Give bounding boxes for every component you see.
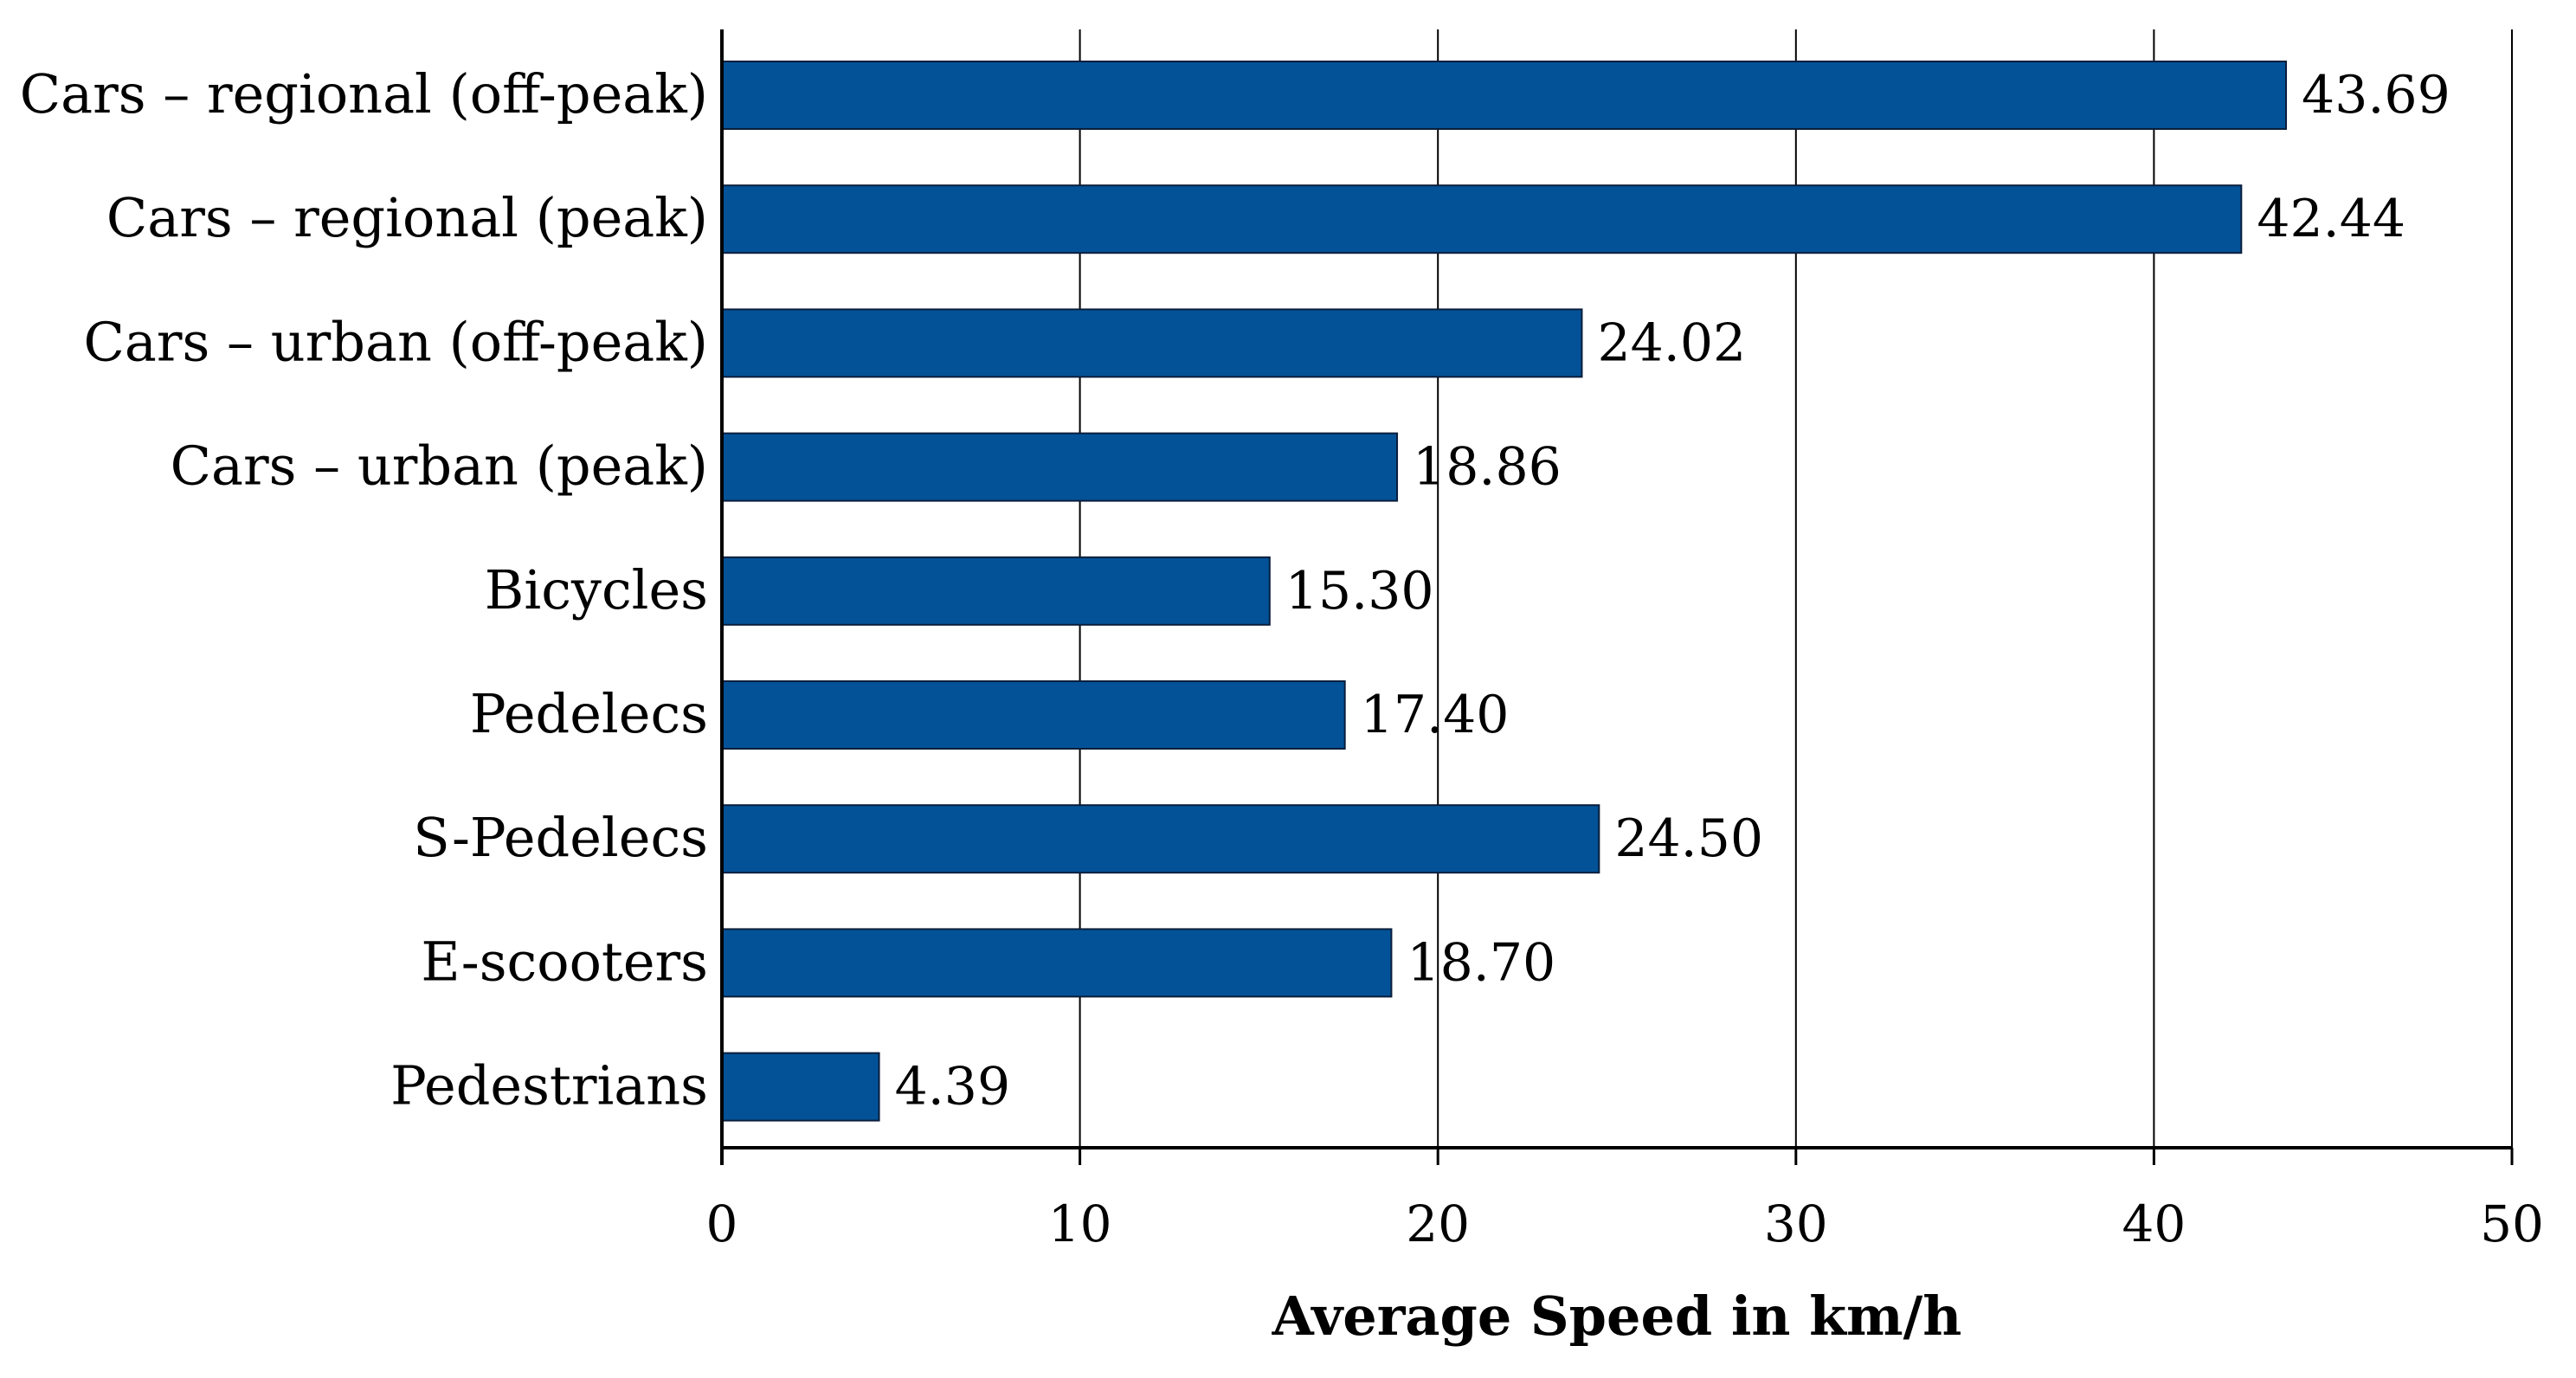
category-label-8: Pedestrians [390, 1054, 708, 1117]
category-label-1: Cars – regional (peak) [106, 186, 708, 249]
bar-1 [721, 184, 2243, 254]
bar-4 [721, 556, 1271, 626]
bar-3 [721, 432, 1399, 502]
x-tick-label-0: 0 [706, 1194, 738, 1253]
x-tick-label-20: 20 [1406, 1194, 1470, 1253]
x-tick-label-10: 10 [1048, 1194, 1112, 1253]
bar-2 [721, 308, 1583, 378]
value-label-0: 43.69 [2302, 65, 2450, 126]
value-label-6: 24.50 [1614, 808, 1763, 869]
bar-8 [721, 1052, 880, 1122]
category-label-6: S-Pedelecs [413, 806, 708, 869]
x-tick-label-30: 30 [1764, 1194, 1828, 1253]
value-label-2: 24.02 [1597, 312, 1746, 373]
value-label-1: 42.44 [2257, 189, 2405, 249]
bar-7 [721, 928, 1393, 998]
x-tick-labels: 0 10 20 30 40 50 [706, 1194, 2544, 1253]
value-label-5: 17.40 [1361, 685, 1510, 745]
category-label-3: Cars – urban (peak) [171, 435, 708, 498]
category-label-0: Cars – regional (off-peak) [20, 62, 708, 126]
bar-0 [721, 61, 2288, 130]
category-label-2: Cars – urban (off-peak) [83, 310, 708, 373]
category-label-5: Pedelecs [470, 682, 708, 745]
x-tick-label-40: 40 [2122, 1194, 2186, 1253]
value-labels: 43.69 42.44 24.02 18.86 15.30 17.40 24.50 18.70… [895, 65, 2450, 1117]
category-label-4: Bicycles [485, 558, 708, 621]
category-label-7: E-scooters [421, 930, 708, 993]
value-label-8: 4.39 [895, 1057, 1011, 1117]
bar-5 [721, 680, 1346, 750]
value-label-4: 15.30 [1285, 561, 1434, 621]
category-labels: Cars – regional (off-peak) Cars – regiona… [20, 62, 708, 1117]
x-axis-title: Average Speed in km/h [1272, 1285, 1962, 1348]
value-label-7: 18.70 [1407, 932, 1555, 993]
x-tick-label-50: 50 [2480, 1194, 2544, 1253]
bar-6 [721, 804, 1600, 874]
value-label-3: 18.86 [1413, 437, 1562, 498]
axes [720, 29, 2514, 1165]
